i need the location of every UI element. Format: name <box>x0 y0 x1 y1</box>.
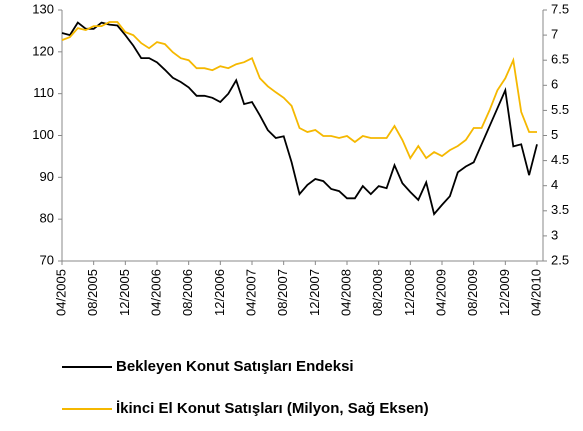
series-line <box>61 21 538 217</box>
series-line <box>61 21 537 160</box>
y2-tick-label: 7 <box>551 27 558 42</box>
y2-tick-label: 5 <box>551 127 558 142</box>
y-tick-label: 70 <box>40 252 54 267</box>
y2-tick-label: 4.5 <box>551 152 569 167</box>
x-tick-label: 12/2007 <box>307 269 322 316</box>
x-tick-label: 04/2007 <box>243 269 258 316</box>
y2-tick-label: 3.5 <box>551 202 569 217</box>
x-tick-label: 04/2005 <box>53 269 68 316</box>
y2-tick-label: 5.5 <box>551 102 569 117</box>
y2-tick-label: 3 <box>551 227 558 242</box>
y-tick-label: 120 <box>32 43 54 58</box>
y-tick-label: 110 <box>33 85 54 100</box>
y-tick-label: 100 <box>32 127 54 142</box>
y2-tick-label: 6 <box>551 77 558 92</box>
y2-tick-label: 2.5 <box>551 252 569 267</box>
x-tick-label: 08/2008 <box>370 269 385 316</box>
x-tick-label: 12/2008 <box>402 269 417 316</box>
x-tick-label: 04/2010 <box>528 269 543 316</box>
y-tick-label: 80 <box>40 211 54 226</box>
x-tick-label: 08/2007 <box>275 269 290 316</box>
x-tick-label: 08/2005 <box>85 269 100 316</box>
x-tick-label: 04/2008 <box>338 269 353 316</box>
x-tick-label: 12/2009 <box>497 269 512 316</box>
legend-label: Bekleyen Konut Satışları Endeksi <box>116 358 354 375</box>
x-tick-label: 04/2009 <box>433 269 448 316</box>
x-tick-label: 12/2006 <box>212 269 227 316</box>
y-tick-label: 130 <box>32 1 54 16</box>
legend-label: İkinci El Konut Satışları (Milyon, Sağ E… <box>116 400 429 417</box>
x-tick-label: 04/2006 <box>148 269 163 316</box>
y2-tick-label: 6.5 <box>551 52 569 67</box>
y-tick-label: 90 <box>40 169 54 184</box>
x-tick-label: 08/2009 <box>465 269 480 316</box>
y2-tick-label: 7.5 <box>551 1 569 16</box>
x-tick-label: 08/2006 <box>180 269 195 316</box>
y2-tick-label: 4 <box>551 177 558 192</box>
x-tick-label: 12/2005 <box>117 269 132 316</box>
